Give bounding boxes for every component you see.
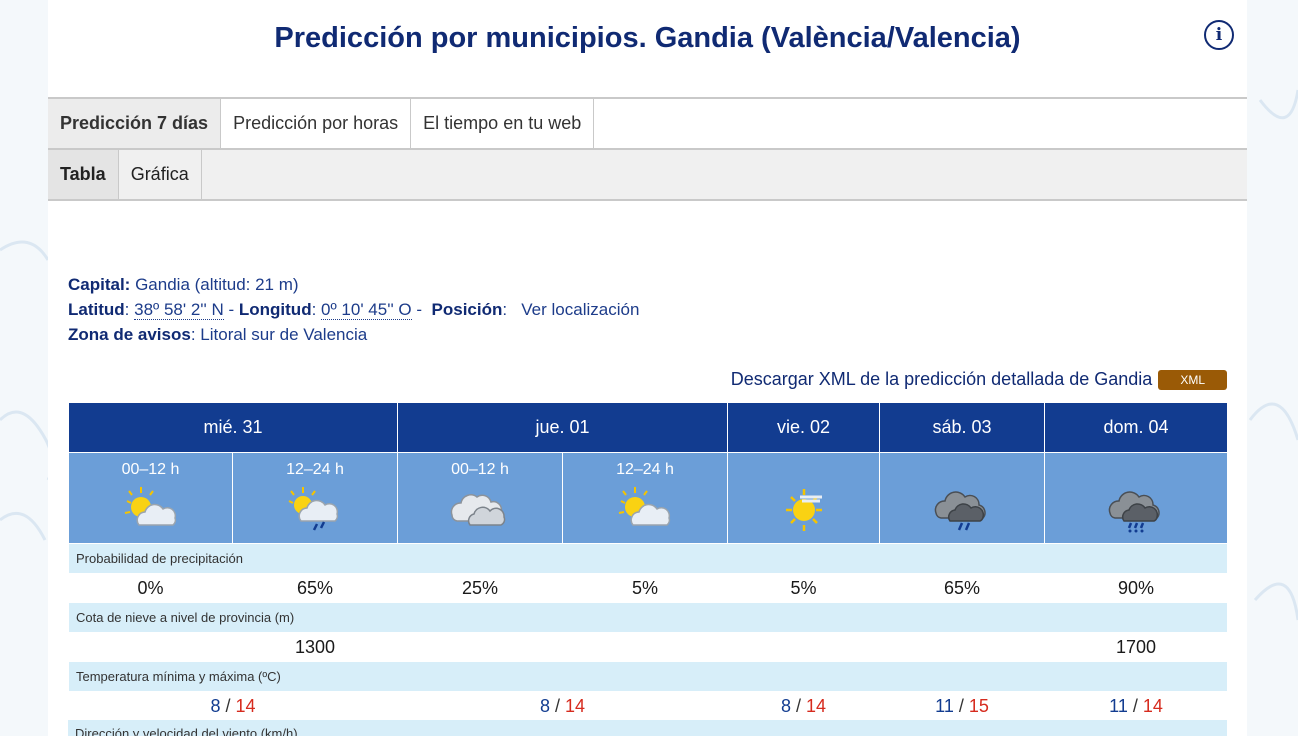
period-label	[880, 461, 1044, 479]
period-cell: 12–24 h	[561, 452, 729, 544]
storm-cloud-rain-icon	[934, 491, 986, 531]
period-cell	[1044, 452, 1229, 544]
ver-localizacion-link[interactable]: Ver localización	[521, 300, 640, 319]
temp-max: 15	[968, 695, 989, 716]
period-cell: 12–24 h	[232, 452, 398, 544]
xml-download-link[interactable]: Descargar XML de la predicción detallada…	[730, 369, 1153, 389]
day-header: vie. 02	[727, 402, 881, 453]
precip-value: 0%	[68, 573, 233, 603]
temp-min: 11	[935, 695, 954, 716]
period-label: 00–12 h	[451, 461, 509, 478]
period-label: 12–24 h	[286, 461, 344, 478]
precip-value: 5%	[727, 573, 881, 603]
snow-value	[879, 632, 1046, 662]
sun-cloud-rain-icon	[288, 487, 339, 531]
precip-value: 5%	[561, 573, 729, 603]
snow-label: Cota de nieve a nivel de provincia (m)	[67, 602, 1229, 633]
precip-label-row: Probabilidad de precipitación	[67, 543, 1229, 574]
latitud-value: 38º 58' 2'' N	[134, 300, 224, 320]
cloud-icon	[450, 494, 506, 526]
precip-value: 65%	[232, 573, 398, 603]
location-info: Capital: Gandia (altitud: 21 m) Latitud:…	[68, 272, 639, 347]
temp-max: 14	[806, 695, 827, 716]
zona-value[interactable]: Litoral sur de Valencia	[200, 325, 368, 344]
precip-label: Probabilidad de precipitación	[67, 543, 1229, 574]
latitud-label: Latitud	[68, 300, 125, 319]
tab-prediccion-por-horas[interactable]: Predicción por horas	[221, 99, 412, 148]
temp-label: Temperatura mínima y máxima (ºC)	[67, 661, 1229, 692]
precip-value: 65%	[879, 573, 1046, 603]
tab-grafica[interactable]: Gráfica	[119, 150, 202, 199]
capital-line: Capital: Gandia (altitud: 21 m)	[68, 272, 639, 297]
day-header: mié. 31	[68, 402, 398, 453]
period-label: 00–12 h	[121, 461, 180, 478]
snow-value	[727, 632, 881, 662]
snow-value: 1700	[1044, 632, 1229, 662]
precip-value: 25%	[397, 573, 563, 603]
zona-avisos-line: Zona de avisos: Litoral sur de Valencia	[68, 325, 368, 344]
weather-icons-row: 00–12 h 12–24 h 00–12 h	[68, 452, 1229, 544]
temp-min: 8	[539, 695, 550, 716]
period-cell: 00–12 h	[68, 452, 233, 544]
sun-cloud-icon	[124, 487, 176, 526]
snow-value: 1300	[232, 632, 398, 662]
page-title: Predicción por municipios. Gandia (Valèn…	[274, 22, 1021, 54]
temp-value: 8 / 14	[68, 691, 398, 721]
temp-value: 8 / 14	[727, 691, 881, 721]
forecast-table: mié. 31 jue. 01 vie. 02 sáb. 03 dom. 04 …	[67, 402, 1229, 721]
longitud-value: 0º 10' 45'' O	[321, 300, 412, 320]
capital-value: Gandia (altitud: 21 m)	[135, 275, 299, 294]
precip-value: 90%	[1044, 573, 1229, 603]
snow-values-row: 1300 1700	[68, 632, 1229, 662]
wind-label: Dirección y velocidad del viento (km/h)	[75, 726, 298, 736]
tab-bar-spacer	[202, 150, 1247, 199]
day-header: sáb. 03	[879, 402, 1046, 453]
zona-label: Zona de avisos	[68, 325, 191, 344]
period-label	[728, 461, 879, 479]
period-label	[1045, 461, 1227, 479]
info-icon[interactable]: i	[1204, 20, 1234, 50]
day-header: dom. 04	[1044, 402, 1229, 453]
page-content: Predicción por municipios. Gandia (Valèn…	[48, 0, 1247, 736]
temp-min: 11	[1109, 695, 1128, 716]
temp-values-row: 8 / 14 8 / 14 8 / 14 11 / 15 11 / 14	[68, 691, 1229, 721]
tab-prediccion-7-dias[interactable]: Predicción 7 días	[48, 99, 222, 148]
xml-badge[interactable]: XML	[1158, 369, 1227, 390]
temp-max: 14	[235, 695, 256, 716]
temp-max: 14	[1142, 695, 1163, 716]
temp-min: 8	[780, 695, 791, 716]
wind-label-row: Dirección y velocidad del viento (km/h)	[68, 720, 1227, 736]
period-cell	[879, 452, 1046, 544]
temp-value: 11 / 14	[1044, 691, 1229, 721]
tab-tiempo-en-tu-web[interactable]: El tiempo en tu web	[411, 99, 595, 148]
storm-cloud-heavy-rain-icon	[1108, 491, 1160, 533]
longitud-label: Longitud	[238, 300, 312, 319]
precip-values-row: 0% 65% 25% 5% 5% 65% 90%	[68, 573, 1229, 603]
posicion-label: Posición	[431, 300, 503, 319]
sun-haze-icon	[785, 489, 822, 531]
coordinates-line: Latitud: 38º 58' 2'' N - Longitud: 0º 10…	[68, 300, 640, 320]
snow-value	[397, 632, 563, 662]
tab-tabla[interactable]: Tabla	[48, 150, 119, 199]
temp-label-row: Temperatura mínima y máxima (ºC)	[67, 661, 1229, 692]
main-tabs: Predicción 7 días Predicción por horas E…	[48, 97, 1247, 150]
sun-cloud-icon	[618, 487, 671, 526]
sub-tabs: Tabla Gráfica	[48, 150, 1247, 201]
day-header: jue. 01	[396, 402, 729, 453]
temp-value: 8 / 14	[396, 691, 729, 721]
period-cell: 00–12 h	[397, 452, 563, 544]
period-cell	[727, 452, 881, 544]
snow-value	[561, 632, 729, 662]
period-label: 12–24 h	[616, 461, 674, 478]
temp-max: 14	[565, 695, 586, 716]
snow-value	[68, 632, 233, 662]
xml-download: Descargar XML de la predicción detallada…	[731, 369, 1227, 390]
temp-min: 8	[210, 695, 221, 716]
temp-value: 11 / 15	[879, 691, 1046, 721]
capital-label: Capital:	[68, 275, 131, 294]
snow-label-row: Cota de nieve a nivel de provincia (m)	[67, 602, 1229, 633]
days-row: mié. 31 jue. 01 vie. 02 sáb. 03 dom. 04	[68, 402, 1229, 453]
